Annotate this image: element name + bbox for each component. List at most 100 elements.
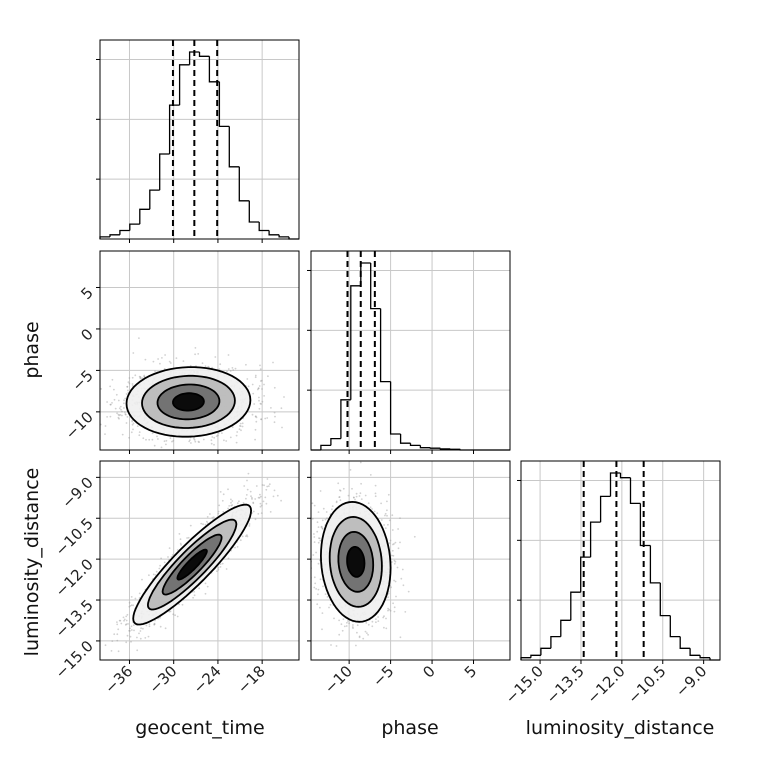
- scatter-point: [269, 511, 272, 513]
- scatter-point: [204, 582, 207, 585]
- scatter-point: [140, 627, 143, 630]
- scatter-point: [130, 640, 132, 643]
- scatter-point: [317, 541, 320, 544]
- scatter-point: [337, 482, 340, 485]
- scatter-point: [128, 601, 131, 604]
- scatter-point: [388, 519, 391, 522]
- scatter-point: [151, 432, 154, 435]
- scatter-point: [211, 436, 214, 438]
- scatter-point: [136, 636, 138, 639]
- histogram-bin: [268, 230, 280, 236]
- scatter-point: [267, 485, 270, 487]
- scatter-point: [240, 429, 242, 432]
- scatter-point: [266, 485, 269, 488]
- scatter-point: [273, 386, 276, 389]
- scatter-point: [109, 415, 112, 418]
- scatter-point: [385, 627, 388, 630]
- histogram-bin: [129, 223, 140, 231]
- scatter-point: [119, 405, 122, 408]
- scatter-point: [259, 402, 262, 405]
- scatter-point: [313, 536, 316, 538]
- scatter-point: [121, 414, 123, 417]
- scatter-point: [252, 501, 255, 504]
- scatter-point: [128, 605, 131, 608]
- scatter-point: [202, 523, 204, 526]
- scatter-point: [312, 554, 315, 556]
- scatter-point: [258, 407, 261, 410]
- scatter-point: [254, 415, 257, 418]
- scatter-point: [118, 417, 120, 420]
- scatter-point: [225, 568, 228, 570]
- scatter-point: [314, 582, 317, 585]
- scatter-point: [355, 644, 357, 647]
- scatter-point: [239, 425, 241, 427]
- scatter-point: [186, 537, 189, 539]
- scatter-point: [131, 383, 134, 385]
- scatter-point: [165, 443, 167, 446]
- scatter-point: [116, 633, 119, 636]
- scatter-point: [317, 526, 320, 528]
- scatter-point: [171, 440, 173, 443]
- scatter-point: [259, 368, 262, 371]
- scatter-point: [138, 337, 140, 339]
- scatter-point: [345, 625, 348, 627]
- histogram-bin: [320, 444, 331, 450]
- scatter-point: [174, 614, 177, 617]
- scatter-point: [257, 387, 260, 390]
- scatter-point: [331, 508, 333, 511]
- scatter-point: [225, 440, 228, 442]
- scatter-point: [214, 356, 217, 358]
- scatter-point: [371, 508, 373, 510]
- scatter-point: [106, 416, 108, 418]
- scatter-point: [145, 438, 147, 441]
- scatter-point: [367, 633, 369, 636]
- scatter-point: [211, 516, 214, 519]
- scatter-point: [239, 425, 242, 427]
- scatter-point: [227, 368, 230, 370]
- scatter-point: [194, 353, 197, 356]
- scatter-point: [139, 637, 142, 640]
- scatter-point: [193, 594, 196, 597]
- scatter-point: [321, 628, 323, 631]
- scatter-point: [319, 490, 322, 492]
- scatter-point: [245, 497, 247, 500]
- scatter-point: [362, 637, 365, 640]
- histogram-bin: [109, 234, 120, 237]
- scatter-point: [317, 593, 319, 596]
- histogram-bin: [238, 166, 250, 202]
- scatter-point: [123, 402, 125, 405]
- histogram-bin: [399, 434, 411, 444]
- scatter-point: [360, 498, 363, 500]
- scatter-point: [391, 549, 394, 552]
- scatter-point: [382, 616, 385, 619]
- histogram-bin: [599, 495, 611, 523]
- scatter-point: [261, 400, 264, 403]
- contour-line: [156, 383, 221, 421]
- scatter-point: [349, 469, 352, 471]
- histogram-bin: [439, 448, 451, 450]
- scatter-point: [389, 539, 392, 542]
- scatter-point: [387, 609, 389, 612]
- scatter-point: [206, 520, 208, 523]
- scatter-point: [388, 542, 391, 544]
- scatter-point: [109, 385, 111, 388]
- histogram-bin: [139, 208, 150, 225]
- scatter-point: [141, 578, 143, 581]
- scatter-point: [254, 438, 256, 441]
- scatter-point: [124, 413, 127, 416]
- scatter-point: [117, 399, 120, 402]
- scatter-point: [241, 535, 244, 538]
- contour-line: [141, 374, 236, 429]
- scatter-point: [353, 496, 355, 499]
- scatter-point: [265, 502, 268, 505]
- scatter-point: [124, 397, 127, 400]
- scatter-point: [380, 502, 382, 505]
- scatter-point: [276, 494, 279, 497]
- histogram-bin: [228, 126, 240, 168]
- scatter-point: [264, 417, 267, 420]
- scatter-point: [127, 381, 130, 383]
- scatter-point: [143, 374, 146, 377]
- scatter-point: [377, 620, 380, 622]
- scatter-point: [187, 536, 190, 539]
- scatter-point: [130, 604, 133, 606]
